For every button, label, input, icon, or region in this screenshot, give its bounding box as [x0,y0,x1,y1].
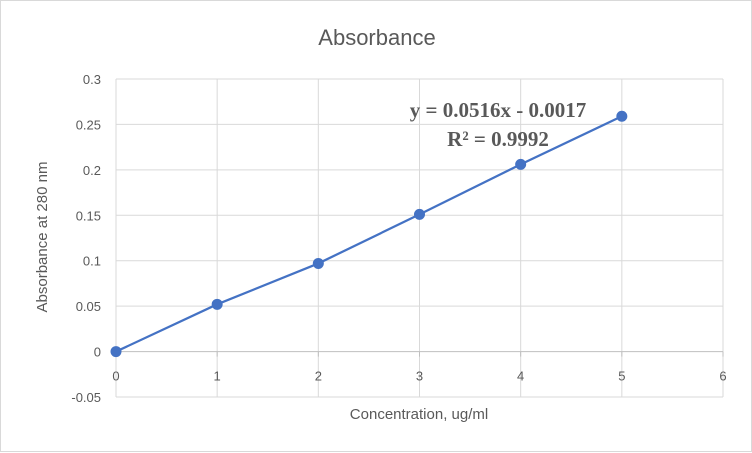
trendline-equation: y = 0.0516x - 0.0017 [410,98,586,122]
x-tick-label: 6 [719,369,726,384]
y-axis-label: Absorbance at 280 nm [34,162,51,313]
series [110,110,628,358]
y-tick-label: 0 [94,345,101,360]
x-tick-label: 4 [517,369,524,384]
gridlines [116,78,724,398]
chart-title: Absorbance [318,25,435,50]
data-point [616,110,628,122]
data-point [312,257,324,269]
y-tick-label: 0.15 [76,208,101,223]
y-tick-label: 0.25 [76,117,101,132]
x-tick-label: 0 [112,369,119,384]
trendline-r-squared: R² = 0.9992 [447,127,549,151]
y-tick-label: 0.3 [83,72,101,87]
y-tick-label: -0.05 [71,390,101,405]
y-tick-label: 0.05 [76,299,101,314]
x-tick-label: 3 [416,369,423,384]
data-point [110,346,122,358]
x-axis-label: Concentration, ug/ml [350,406,488,423]
x-tick-label: 1 [214,369,221,384]
data-point [211,298,223,310]
y-tick-label: 0.2 [83,163,101,178]
data-point [414,208,425,220]
series-line [115,115,623,353]
y-tick-label: 0.1 [83,254,101,269]
x-tick-label: 2 [315,369,322,384]
data-point [515,158,527,170]
x-tick-label: 5 [618,369,625,384]
tick-labels: -0.05 0 0.05 0.1 0.15 0.2 0.25 0.3 0 1 2 3 4 5 6 [71,72,726,405]
axes [115,79,724,397]
